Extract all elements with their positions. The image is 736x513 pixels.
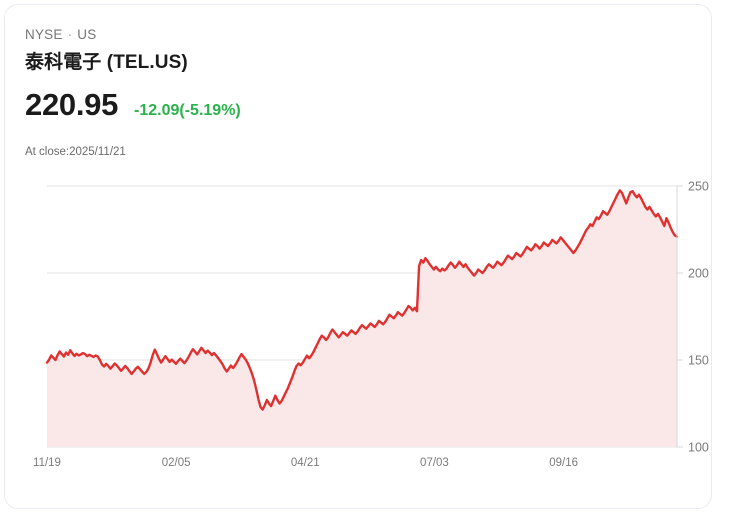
stock-quote-card: NYSE · US 泰科電子 (TEL.US) 220.95 -12.09(-5.1… <box>4 4 712 509</box>
price-area-fill <box>47 190 677 447</box>
price-line <box>45 189 679 411</box>
y-axis-tick-label: 250 <box>688 180 709 194</box>
exchange-region-row: NYSE · US <box>25 27 96 42</box>
y-axis-ticks: 250 200 150 100 <box>677 180 709 455</box>
x-axis-tick-label: 11/19 <box>33 457 61 469</box>
price-row: 220.95 -12.09(-5.19%) <box>25 89 241 120</box>
exchange-label: NYSE <box>25 27 63 42</box>
x-axis-tick-label: 02/05 <box>162 457 191 469</box>
x-axis-tick-label: 09/16 <box>549 457 578 469</box>
price-chart-svg[interactable]: 250 200 150 100 11/19 02/05 04/21 07/03 09/16 <box>5 165 712 485</box>
x-axis-tick-label: 07/03 <box>420 457 449 469</box>
price-chart[interactable]: 250 200 150 100 11/19 02/05 04/21 07/03 09/16 <box>5 165 712 485</box>
x-axis-ticks: 11/19 02/05 04/21 07/03 09/16 <box>33 457 578 469</box>
region-label: US <box>77 27 97 42</box>
x-axis-tick-label: 04/21 <box>291 457 320 469</box>
y-axis-tick-label: 150 <box>688 354 709 368</box>
separator-dot: · <box>67 27 73 42</box>
price-change: -12.09(-5.19%) <box>134 102 241 119</box>
y-axis-tick-label: 100 <box>688 441 709 455</box>
y-axis-tick-label: 200 <box>688 267 709 281</box>
page-title: 泰科電子 (TEL.US) <box>25 52 188 73</box>
current-price: 220.95 <box>25 87 119 122</box>
market-status-note: At close:2025/11/21 <box>25 146 126 158</box>
